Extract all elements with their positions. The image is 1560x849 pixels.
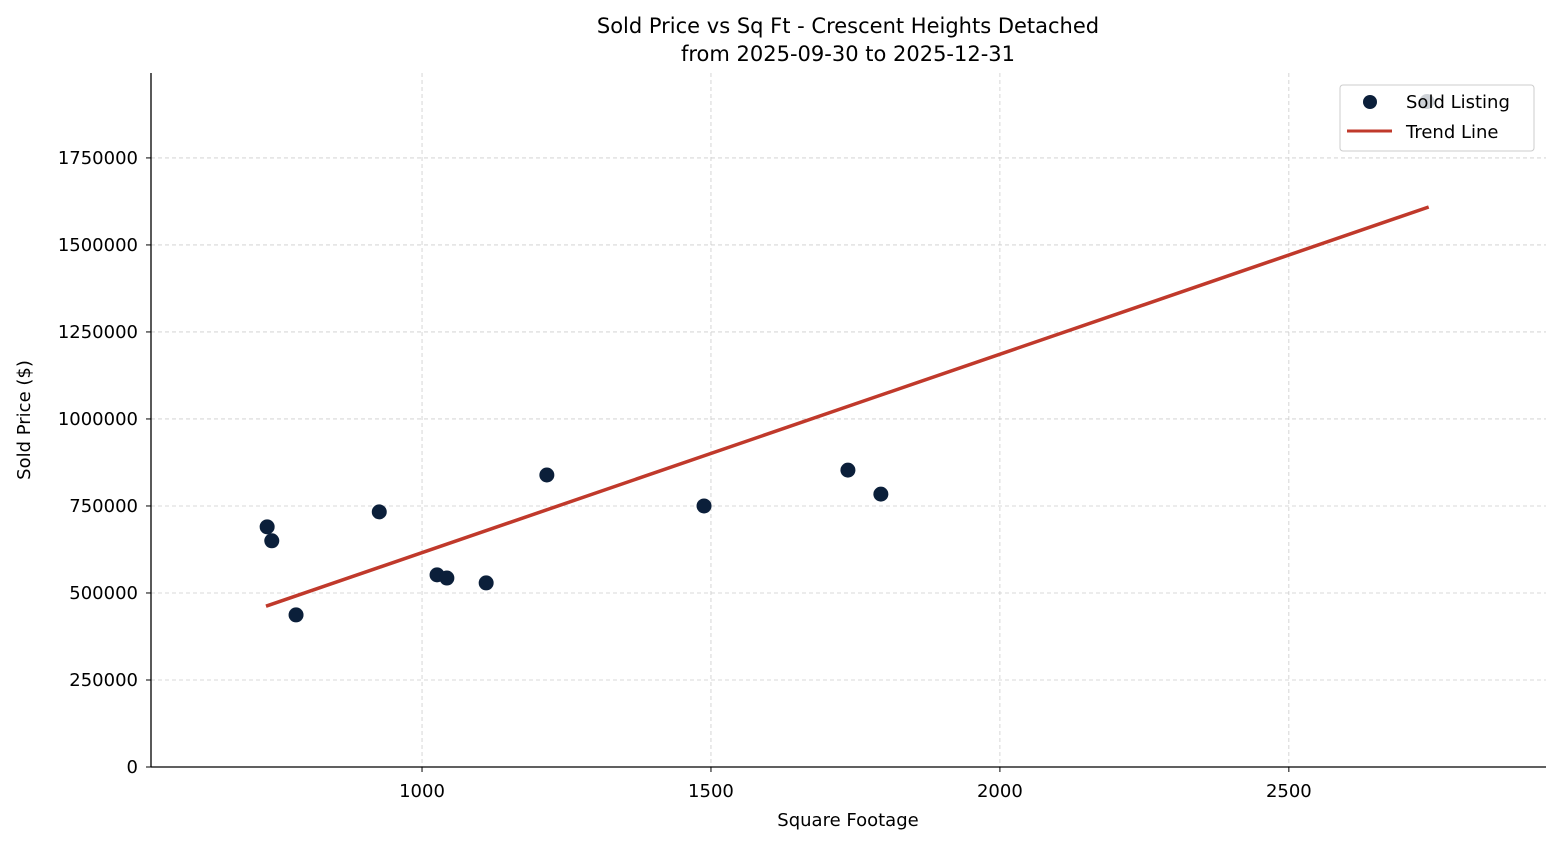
x-tick-label: 2500 (1266, 781, 1312, 802)
legend-box (1339, 84, 1535, 152)
data-point (288, 607, 304, 623)
data-point (439, 570, 455, 586)
legend-marker-scatter (1363, 95, 1377, 109)
trend-line (265, 205, 1430, 608)
data-point (840, 462, 856, 478)
y-tick-label: 250000 (69, 670, 138, 691)
y-tick-label: 1250000 (58, 322, 138, 343)
y-tick-label: 750000 (69, 496, 138, 517)
legend: Sold Listing Trend Line (1339, 84, 1535, 152)
chart-subtitle: from 2025-09-30 to 2025-12-31 (681, 42, 1015, 66)
axis-ticks: 1000 1500 2000 2500 0 250000 500000 750000 10000… (58, 148, 1312, 802)
data-point (259, 519, 275, 535)
grid (151, 73, 1546, 767)
data-marks (259, 94, 1435, 623)
x-axis-label: Square Footage (777, 810, 918, 831)
data-point (478, 575, 494, 591)
data-point (873, 486, 889, 502)
y-axis-label: Sold Price ($) (14, 360, 35, 480)
y-tick-label: 1750000 (58, 148, 138, 169)
data-point (696, 498, 712, 514)
data-point (264, 533, 280, 549)
x-tick-label: 1500 (688, 781, 734, 802)
data-point (539, 467, 555, 483)
y-tick-label: 1000000 (58, 409, 138, 430)
data-point (371, 504, 387, 520)
y-tick-label: 500000 (69, 583, 138, 604)
y-tick-label: 1500000 (58, 235, 138, 256)
y-tick-label: 0 (127, 757, 138, 778)
legend-label-scatter: Sold Listing (1406, 92, 1510, 113)
legend-label-line: Trend Line (1405, 122, 1499, 143)
x-tick-label: 2000 (977, 781, 1023, 802)
x-tick-label: 1000 (399, 781, 445, 802)
chart-title: Sold Price vs Sq Ft - Crescent Heights D… (597, 14, 1099, 38)
